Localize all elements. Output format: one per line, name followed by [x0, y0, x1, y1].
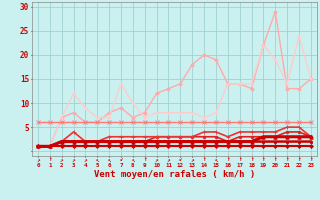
X-axis label: Vent moyen/en rafales ( km/h ): Vent moyen/en rafales ( km/h ): [94, 170, 255, 179]
